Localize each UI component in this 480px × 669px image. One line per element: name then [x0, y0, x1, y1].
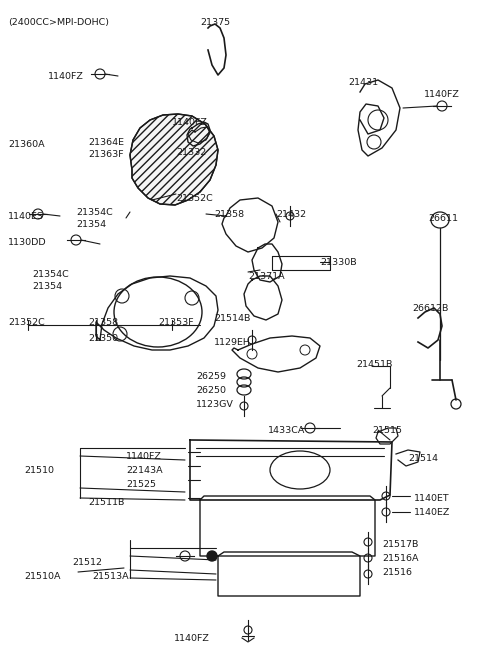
Text: 21525: 21525	[126, 480, 156, 489]
Text: (2400CC>MPI-DOHC): (2400CC>MPI-DOHC)	[8, 18, 109, 27]
Text: 21517B: 21517B	[382, 540, 419, 549]
Text: 21371A: 21371A	[248, 272, 285, 281]
Text: 1123GV: 1123GV	[196, 400, 234, 409]
Circle shape	[207, 551, 217, 561]
Text: 21514B: 21514B	[214, 314, 251, 323]
Text: 1433CA: 1433CA	[268, 426, 305, 435]
Text: 21512: 21512	[72, 558, 102, 567]
Text: 21352C: 21352C	[176, 194, 213, 203]
Text: 21364E: 21364E	[88, 138, 124, 147]
Text: 21514: 21514	[408, 454, 438, 463]
Text: 1140ES: 1140ES	[8, 212, 44, 221]
Text: 21363F: 21363F	[88, 150, 124, 159]
Text: 1140FZ: 1140FZ	[126, 452, 162, 461]
Text: 21360A: 21360A	[8, 140, 45, 149]
Text: 26259: 26259	[196, 372, 226, 381]
Text: 1140FZ: 1140FZ	[172, 118, 208, 127]
Text: 1130DD: 1130DD	[8, 238, 47, 247]
Text: 21431: 21431	[348, 78, 378, 87]
Text: 21451B: 21451B	[356, 360, 392, 369]
Text: 26612B: 26612B	[412, 304, 448, 313]
Text: 26250: 26250	[196, 386, 226, 395]
Text: 1140FZ: 1140FZ	[174, 634, 210, 643]
Text: 21354C: 21354C	[76, 208, 113, 217]
Text: 21330B: 21330B	[320, 258, 357, 267]
Text: 22143A: 22143A	[126, 466, 163, 475]
Text: 21516: 21516	[382, 568, 412, 577]
Text: 21375: 21375	[200, 18, 230, 27]
Text: 21354: 21354	[32, 282, 62, 291]
Text: 1140ET: 1140ET	[414, 494, 450, 503]
Text: 21515: 21515	[372, 426, 402, 435]
Text: 21354: 21354	[76, 220, 106, 229]
Text: 21510: 21510	[24, 466, 54, 475]
Text: 21354C: 21354C	[32, 270, 69, 279]
Text: 21432: 21432	[276, 210, 306, 219]
Text: 26611: 26611	[428, 214, 458, 223]
Text: 21510A: 21510A	[24, 572, 60, 581]
Text: 21358: 21358	[88, 318, 118, 327]
Text: 1140FZ: 1140FZ	[424, 90, 460, 99]
Text: 1140EZ: 1140EZ	[414, 508, 450, 517]
Text: 21358: 21358	[214, 210, 244, 219]
Text: 21511B: 21511B	[88, 498, 124, 507]
Text: 1129EH: 1129EH	[214, 338, 251, 347]
Text: 21513A: 21513A	[92, 572, 129, 581]
Text: 1140FZ: 1140FZ	[48, 72, 84, 81]
Text: 21352C: 21352C	[8, 318, 45, 327]
Polygon shape	[130, 114, 218, 205]
Text: 21332: 21332	[176, 148, 206, 157]
Text: 21353F: 21353F	[158, 318, 193, 327]
Text: 21516A: 21516A	[382, 554, 419, 563]
Text: 21350: 21350	[88, 334, 118, 343]
